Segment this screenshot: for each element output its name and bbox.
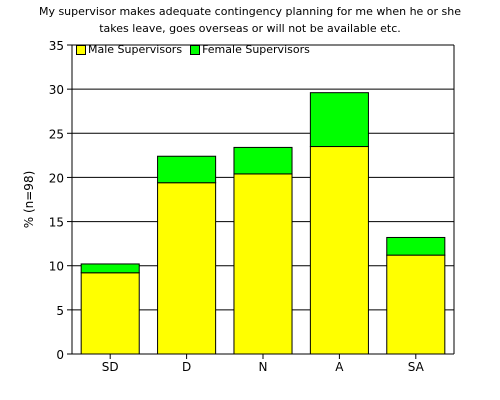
- bar-female-sa: [386, 236, 446, 256]
- legend-swatch-male: [76, 45, 86, 55]
- bar-female-a: [309, 92, 369, 148]
- legend-label-female: Female Supervisors: [202, 43, 310, 56]
- legend-label-male: Male Supervisors: [88, 43, 183, 56]
- x-tick-label-sd: SD: [102, 360, 119, 374]
- y-tick-label-15: 15: [49, 216, 64, 230]
- y-tick-label-35: 35: [49, 39, 64, 53]
- y-tick-label-10: 10: [49, 260, 64, 274]
- y-tick-label-0: 0: [56, 348, 64, 362]
- bar-male-sd: [80, 272, 140, 355]
- bar-female-d: [157, 155, 217, 184]
- chart-legend: Male Supervisors Female Supervisors: [76, 44, 310, 56]
- legend-item-male: Male Supervisors: [76, 44, 182, 56]
- chart-title-line-1: My supervisor makes adequate contingency…: [38, 5, 462, 18]
- y-tick-label-30: 30: [49, 83, 64, 97]
- legend-item-female: Female Supervisors: [190, 44, 310, 56]
- bar-female-n: [233, 146, 293, 175]
- bar-female-sd: [80, 263, 140, 274]
- bar-male-sa: [386, 254, 446, 355]
- bar-male-n: [233, 173, 293, 355]
- bar-male-d: [157, 182, 217, 355]
- x-tick-label-d: D: [182, 360, 191, 374]
- x-tick-label-sa: SA: [408, 360, 425, 374]
- bar-male-a: [309, 146, 369, 355]
- x-tick-label-a: A: [335, 360, 344, 374]
- y-tick-label-25: 25: [49, 127, 64, 141]
- y-axis-label: % (n=98): [22, 171, 36, 229]
- y-tick-label-20: 20: [49, 171, 64, 185]
- legend-swatch-female: [190, 45, 201, 55]
- chart-title: My supervisor makes adequate contingency…: [0, 3, 500, 37]
- x-tick-label-n: N: [259, 360, 268, 374]
- y-tick-label-5: 5: [56, 304, 64, 318]
- chart-title-line-2: takes leave, goes overseas or will not b…: [99, 22, 401, 35]
